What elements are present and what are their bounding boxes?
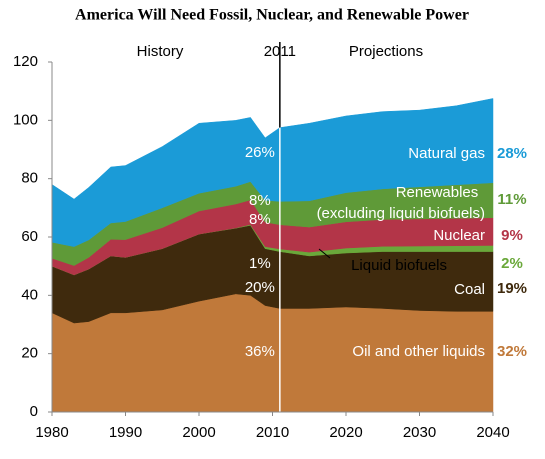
share-label: 20% [245,279,275,296]
share-label: 28% [497,145,527,162]
series-label: Oil and other liquids [352,343,485,360]
series-label: Coal [454,281,485,298]
area [51,98,494,247]
chart-title: America Will Need Fossil, Nuclear, and R… [75,7,469,24]
y-tick-label: 0 [30,403,38,420]
series-note: (excluding liquid biofuels) [317,205,485,222]
y-tick-label: 40 [21,286,38,303]
leader-line [318,248,331,259]
y-tick-label: 120 [13,53,38,70]
annotation: History [137,43,184,60]
share-label: 9% [501,227,523,244]
share-label: 36% [245,343,275,360]
series-label: Nuclear [433,227,485,244]
annotation: Projections [349,43,423,60]
share-label: 2% [501,255,523,272]
x-tick-label: 2040 [476,424,509,441]
series-label: Natural gas [408,145,485,162]
series-label: Liquid biofuels [351,257,447,274]
x-tick-label: 2020 [329,424,362,441]
y-tick-label: 60 [21,228,38,245]
series-label: Renewables [396,184,479,201]
x-tick-label: 2000 [182,424,215,441]
annotation: 2011 [264,43,296,60]
x-tick-label: 1980 [35,424,68,441]
share-label: 19% [497,280,527,297]
y-tick-label: 80 [21,170,38,187]
y-tick-label: 20 [21,345,38,362]
share-label: 26% [245,144,275,161]
share-label: 8% [249,192,271,209]
x-tick-label: 2010 [256,424,289,441]
share-label: 1% [249,255,271,272]
x-tick-label: 1990 [109,424,142,441]
share-label: 11% [497,191,526,208]
share-label: 8% [249,211,271,228]
x-tick-label: 2030 [403,424,436,441]
y-tick-label: 100 [13,111,38,128]
share-label: 32% [497,343,527,360]
